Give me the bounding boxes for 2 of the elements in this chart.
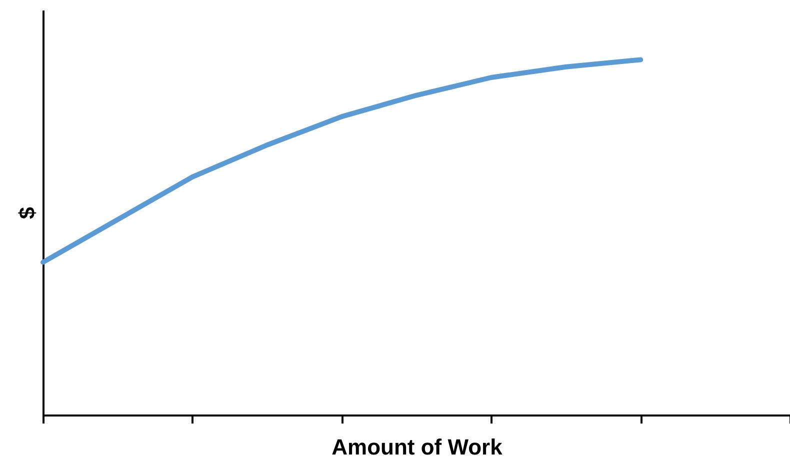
x-axis-title: Amount of Work	[332, 434, 504, 460]
y-axis-title: $	[14, 206, 40, 220]
